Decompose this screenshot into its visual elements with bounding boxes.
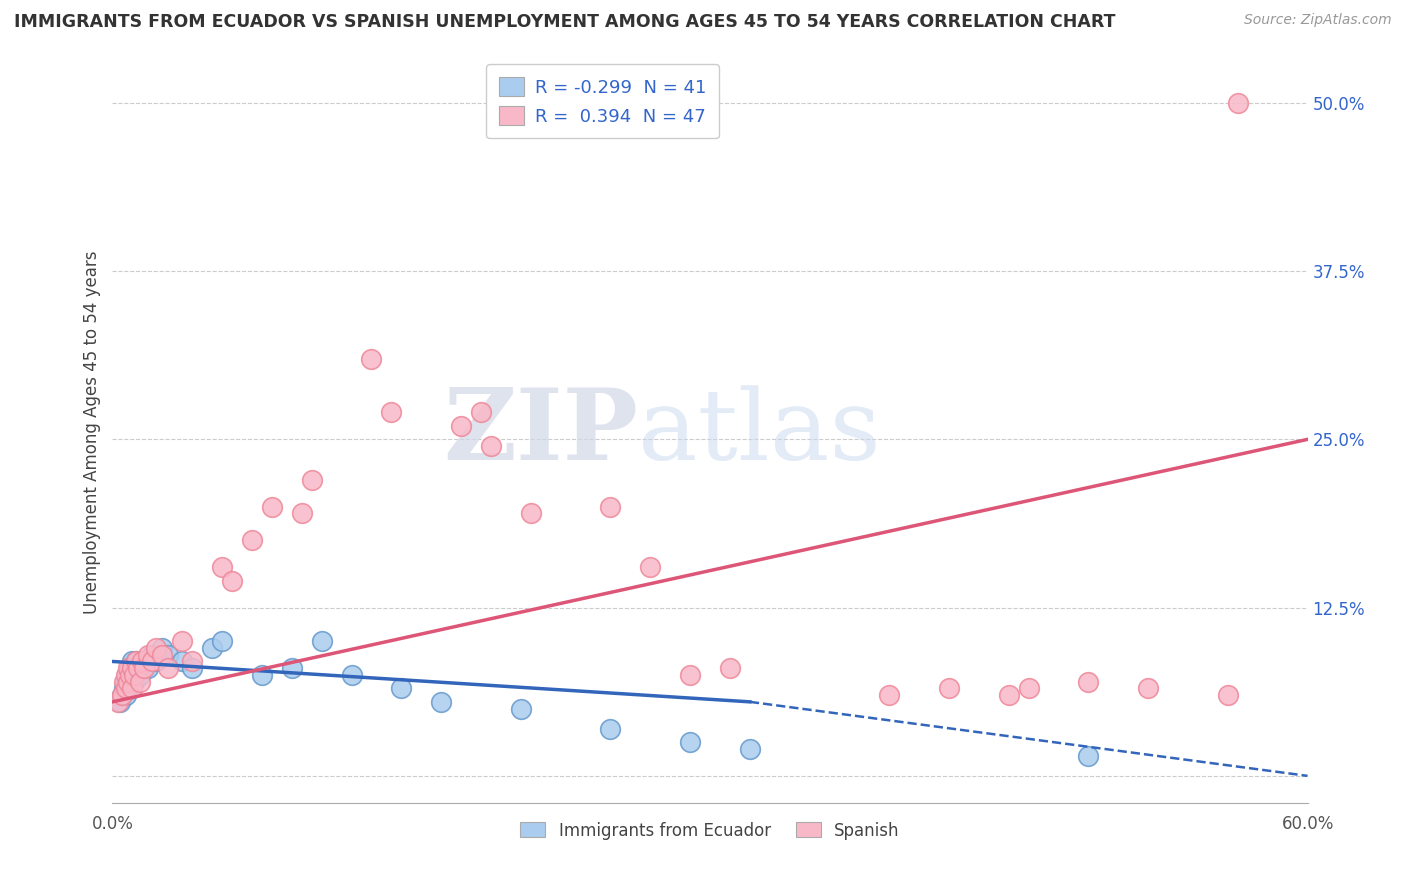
Point <box>599 722 621 736</box>
Point <box>124 661 146 675</box>
Point <box>520 507 543 521</box>
Point <box>125 655 148 669</box>
Point <box>114 674 135 689</box>
Point <box>599 500 621 514</box>
Point <box>301 473 323 487</box>
Point <box>1226 95 1249 110</box>
Point <box>172 655 194 669</box>
Point <box>127 661 149 675</box>
Point <box>115 668 138 682</box>
Point <box>998 688 1021 702</box>
Point <box>121 668 143 682</box>
Point <box>879 688 901 702</box>
Point <box>479 439 502 453</box>
Point <box>250 668 273 682</box>
Point <box>131 655 153 669</box>
Point <box>450 418 472 433</box>
Legend: Immigrants from Ecuador, Spanish: Immigrants from Ecuador, Spanish <box>513 815 907 847</box>
Point <box>1077 674 1099 689</box>
Point <box>145 640 167 655</box>
Y-axis label: Unemployment Among Ages 45 to 54 years: Unemployment Among Ages 45 to 54 years <box>83 251 101 615</box>
Point <box>138 648 160 662</box>
Point <box>470 405 492 419</box>
Point <box>120 661 142 675</box>
Point <box>679 735 702 749</box>
Point <box>221 574 243 588</box>
Point <box>311 634 333 648</box>
Point <box>134 661 156 675</box>
Point <box>111 688 134 702</box>
Point <box>281 661 304 675</box>
Point <box>111 688 134 702</box>
Point <box>260 500 283 514</box>
Point <box>201 640 224 655</box>
Point <box>172 634 194 648</box>
Point <box>181 655 204 669</box>
Point <box>157 661 180 675</box>
Point <box>509 701 531 715</box>
Point <box>120 674 142 689</box>
Text: ZIP: ZIP <box>443 384 638 481</box>
Point <box>181 661 204 675</box>
Point <box>240 533 263 548</box>
Text: atlas: atlas <box>638 384 882 481</box>
Point <box>117 661 139 675</box>
Point <box>125 655 148 669</box>
Point <box>127 661 149 675</box>
Point <box>380 405 402 419</box>
Point <box>121 655 143 669</box>
Point <box>115 681 138 696</box>
Point <box>117 674 139 689</box>
Point <box>1077 748 1099 763</box>
Point <box>110 695 132 709</box>
Point <box>291 507 314 521</box>
Point <box>141 648 163 662</box>
Point <box>389 681 412 696</box>
Point <box>114 681 135 696</box>
Point <box>718 661 741 675</box>
Point <box>107 695 129 709</box>
Point <box>125 668 148 682</box>
Point <box>121 681 143 696</box>
Point <box>121 681 143 696</box>
Point <box>115 688 138 702</box>
Point <box>150 648 173 662</box>
Point <box>211 560 233 574</box>
Point <box>738 742 761 756</box>
Point <box>120 668 142 682</box>
Point <box>679 668 702 682</box>
Point <box>117 681 139 696</box>
Point <box>115 674 138 689</box>
Point <box>124 674 146 689</box>
Point <box>117 668 139 682</box>
Point <box>211 634 233 648</box>
Point <box>135 655 157 669</box>
Point <box>138 661 160 675</box>
Point <box>131 655 153 669</box>
Point <box>141 655 163 669</box>
Text: Source: ZipAtlas.com: Source: ZipAtlas.com <box>1244 13 1392 28</box>
Point <box>340 668 363 682</box>
Point <box>129 668 152 682</box>
Point <box>360 351 382 366</box>
Point <box>1018 681 1040 696</box>
Point <box>121 661 143 675</box>
Point <box>129 674 152 689</box>
Point <box>430 695 453 709</box>
Point <box>938 681 960 696</box>
Point <box>157 648 180 662</box>
Point <box>150 640 173 655</box>
Point <box>1216 688 1239 702</box>
Point <box>640 560 662 574</box>
Point <box>145 655 167 669</box>
Point <box>1137 681 1160 696</box>
Text: IMMIGRANTS FROM ECUADOR VS SPANISH UNEMPLOYMENT AMONG AGES 45 TO 54 YEARS CORREL: IMMIGRANTS FROM ECUADOR VS SPANISH UNEMP… <box>14 13 1115 31</box>
Point <box>134 661 156 675</box>
Point <box>124 668 146 682</box>
